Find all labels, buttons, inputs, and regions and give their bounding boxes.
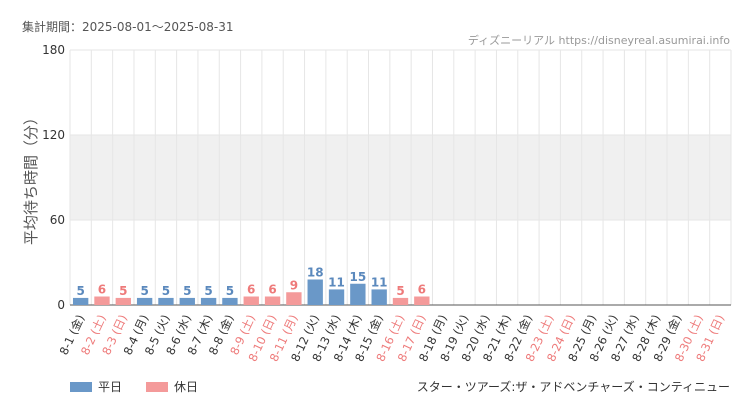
bar-value-label: 5 [140, 284, 148, 298]
bar-value-label: 6 [98, 283, 106, 297]
bar [179, 297, 195, 305]
legend-weekday-swatch [70, 381, 92, 392]
bar [264, 296, 281, 305]
bar [115, 297, 131, 305]
bar-value-label: 6 [247, 283, 255, 297]
bar-value-label: 5 [76, 284, 84, 298]
y-tick-label: 60 [50, 213, 65, 227]
y-tick-label: 180 [42, 43, 65, 57]
legend-holiday-label: 休日 [174, 380, 199, 394]
y-tick-label: 120 [42, 128, 65, 142]
bar-value-label: 11 [371, 275, 388, 289]
bar [200, 297, 217, 305]
bar [371, 289, 387, 305]
legend: 平日 休日 [70, 378, 222, 395]
bar-value-label: 5 [396, 284, 404, 298]
bar-value-label: 5 [162, 284, 170, 298]
bar-value-label: 5 [183, 284, 191, 298]
source-label: ディズニーリアル https://disneyreal.asumirai.inf… [467, 34, 730, 47]
legend-weekday: 平日 [70, 378, 122, 395]
y-axis-label: 平均待ち時間（分） [22, 110, 40, 245]
bar [286, 292, 302, 305]
bar-value-label: 5 [204, 284, 212, 298]
bar-value-label: 5 [119, 284, 127, 298]
bar-value-label: 9 [290, 278, 298, 292]
bar-value-label: 18 [307, 266, 324, 280]
bar [136, 297, 153, 305]
legend-holiday-swatch [146, 381, 169, 392]
y-tick-label: 0 [57, 298, 65, 312]
bar-value-label: 11 [328, 275, 345, 289]
bar [392, 297, 409, 305]
bar [158, 297, 174, 305]
legend-weekday-label: 平日 [98, 380, 123, 394]
shaded-band [70, 135, 731, 220]
bar-value-label: 5 [226, 284, 234, 298]
bar-value-label: 6 [418, 283, 426, 297]
period-label: 集計期間：2025-08-01～2025-08-31 [22, 20, 234, 34]
bar-value-label: 6 [268, 283, 276, 297]
bar [243, 296, 259, 305]
bar [222, 297, 238, 305]
bar [307, 279, 323, 305]
bar [94, 296, 110, 305]
bar [328, 289, 345, 305]
bar [414, 296, 430, 305]
bar [72, 297, 89, 305]
bar-value-label: 15 [350, 270, 367, 284]
bar [350, 283, 366, 305]
attraction-name: スター・ツアーズ:ザ・アドベンチャーズ・コンティニュー [416, 380, 730, 394]
legend-holiday: 休日 [146, 378, 198, 395]
